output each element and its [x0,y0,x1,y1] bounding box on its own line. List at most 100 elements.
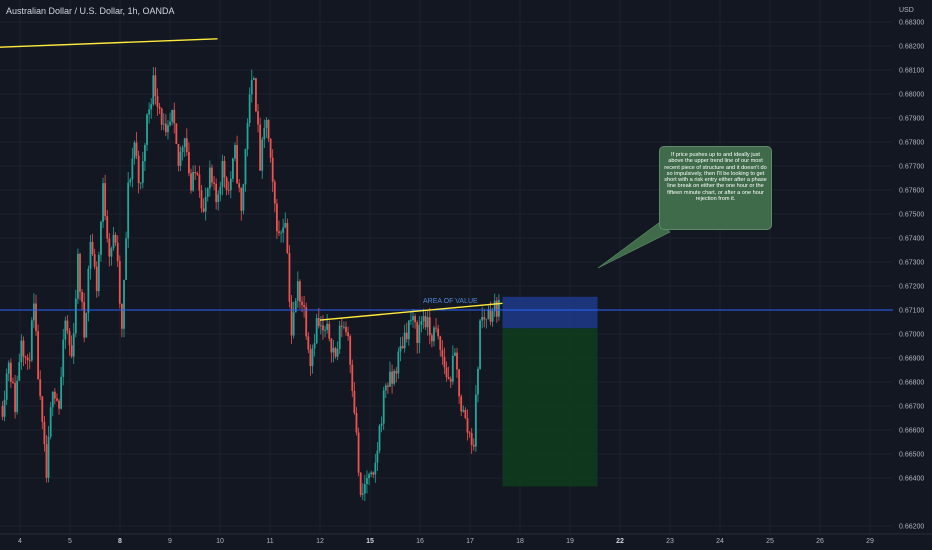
candle-body [372,472,375,475]
candle-body [244,149,247,185]
candle-body [416,322,419,343]
candle-body [3,399,6,417]
candle-body [164,123,167,133]
candle-body [311,348,314,367]
candle-body [363,484,366,494]
candle-body [41,396,44,422]
candle-body [179,151,182,166]
candle-body [430,335,433,342]
candle-body [355,412,358,433]
price-tick-label: 0.68100 [899,68,924,75]
candle-body [200,190,203,209]
candle-body [296,281,299,301]
candle-body [347,332,349,337]
candle-body [43,421,46,445]
candle-body [259,124,262,171]
candle-body [24,356,27,358]
candle-body [269,138,272,158]
candle-body [464,409,467,419]
candle-body [410,320,412,321]
candle-body [211,167,213,183]
candle-body [380,423,383,426]
price-axis[interactable]: USD 0.68300 0.68200 0.68100 0.68000 0.67900 0.… [893,0,932,550]
candle-body [146,114,148,145]
candle-body [185,138,188,153]
candle-body [470,432,473,445]
candle-body [481,317,484,321]
candle-body [215,183,218,203]
drawing-lines [0,38,893,321]
annotation-callout[interactable]: If price pushes up to and ideally just a… [659,146,772,230]
take-profit-zone [502,328,598,487]
candle-body [64,320,67,340]
candle-body [271,157,274,182]
price-tick-label: 0.66800 [899,380,924,387]
price-tick-label: 0.66500 [899,452,924,459]
candle-body [403,332,406,349]
candle-body [447,377,450,380]
time-tick-label: 17 [466,538,474,545]
candle-body [382,390,385,424]
candle-body [489,309,492,322]
candle-body [412,316,414,321]
price-tick-label: 0.67300 [899,260,924,267]
candle-body [353,390,356,413]
candle-body [319,325,322,327]
candle-body [257,111,259,125]
candle-body [401,346,404,349]
candle-body [192,172,195,191]
candle-body [466,418,469,433]
price-tick-label: 0.66900 [899,356,924,363]
candle-body [370,472,373,475]
candle-body [171,109,174,122]
candle-body [445,367,448,378]
candle-body [175,123,178,144]
time-tick-label: 22 [616,538,624,545]
time-axis[interactable]: 4 5 8 9 10 11 12 15 16 17 18 19 22 23 24 25 26 29 [0,533,932,550]
candle-body [30,320,33,361]
candle-body [313,343,316,349]
candle-body [100,221,102,255]
candle-body [338,325,341,350]
candle-body [234,145,236,159]
candle-body [474,394,477,447]
candle-body [85,312,88,338]
candle-body [39,379,42,397]
candle-body [284,223,287,228]
candle-body [326,323,329,330]
candle-body [424,316,427,328]
candle-body [133,142,136,159]
candle-body [93,254,96,267]
candle-body [483,317,486,320]
candle-body [468,432,471,434]
candle-body [112,234,115,249]
candle-body [225,177,228,191]
candle-body [162,123,165,125]
candle-body [238,183,241,188]
symbol-title[interactable]: Australian Dollar / U.S. Dollar, 1h, OAN… [6,6,175,16]
candle-body [437,328,440,337]
candle-body [317,318,320,327]
candle-body [426,317,429,328]
candle-body [449,379,452,382]
candle-body [246,122,249,150]
candle-body [397,351,400,374]
candle-body [198,174,201,191]
candle-body [219,186,222,195]
candle-body [376,450,379,463]
time-tick-label: 10 [216,538,224,545]
candle-body [366,478,368,485]
candle-body [102,183,104,222]
candle-body [20,340,23,363]
candle-body [345,326,347,333]
candle-body [14,382,16,413]
candle-body [116,242,119,261]
price-tick-label: 0.67200 [899,284,924,291]
candle-body [70,345,73,357]
candle-body [263,128,266,140]
candle-body [477,368,479,395]
time-tick-label: 29 [866,538,874,545]
candle-body [58,400,60,409]
price-tick-label: 0.67100 [899,308,924,315]
